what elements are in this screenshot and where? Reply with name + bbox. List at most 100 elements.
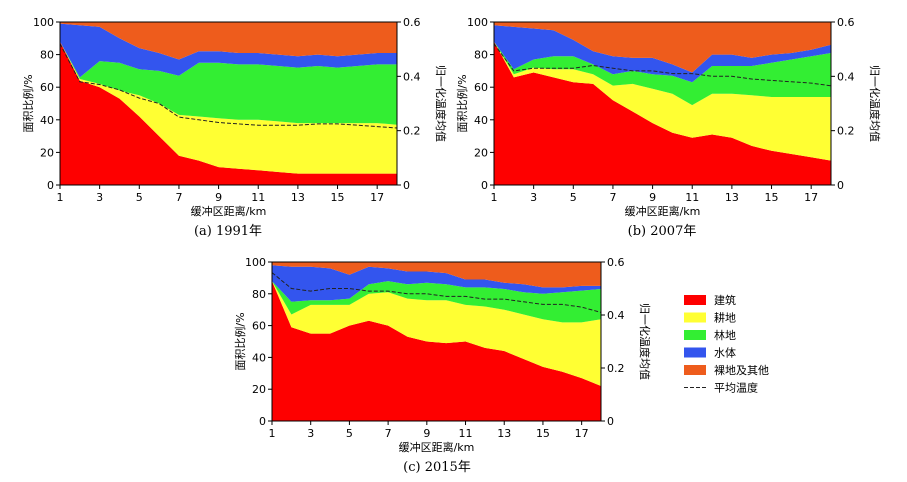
x-axis-label: 缓冲区距离/km (191, 204, 267, 218)
area-cropland (494, 41, 831, 161)
x-tick-label: 11 (685, 191, 699, 204)
stacked-areas (494, 22, 831, 185)
x-tick-label: 11 (459, 427, 473, 440)
y2-tick-label: 0.6 (403, 16, 421, 29)
x-axis-label: 缓冲区距离/km (625, 204, 701, 218)
legend-item-temperature: 平均温度 (684, 381, 758, 395)
y2-tick-label: 0.2 (403, 125, 421, 138)
temperature-line (271, 272, 602, 313)
area-cropland (60, 41, 397, 174)
x-tick-label: 9 (215, 191, 222, 204)
stacked-areas (272, 262, 601, 421)
y2-tick-label: 0.6 (607, 256, 625, 269)
area-water (60, 23, 397, 78)
y-tick-label: 60 (474, 81, 488, 94)
x-tick-label: 15 (536, 427, 550, 440)
y2-tick-label: 0.4 (837, 70, 855, 83)
y-tick-label: 100 (33, 16, 54, 29)
area-water (272, 265, 601, 302)
y-tick-label: 0 (47, 179, 54, 192)
x-tick-label: 17 (370, 191, 384, 204)
y2-axis-label: 归一化温度均值 (434, 65, 448, 142)
y2-tick-label: 0 (403, 179, 410, 192)
y-tick-label: 40 (252, 351, 266, 364)
y-axis-right: 0 0.2 0.4 0.6 (397, 16, 421, 192)
x-tick-label: 1 (57, 191, 64, 204)
panel-caption: (a) 1991年 (194, 224, 262, 239)
x-tick-label: 9 (649, 191, 656, 204)
legend-label: 裸地及其他 (714, 363, 769, 377)
panel-c-2015: 1 3 5 7 9 11 13 15 1702040608010000.20.40.6缓冲区距离… (233, 256, 652, 475)
legend-label: 林地 (714, 328, 736, 342)
x-tick-label: 17 (575, 427, 589, 440)
x-tick-label: 5 (570, 191, 577, 204)
y-axis-left: 0 20 40 60 80 100 (467, 16, 494, 192)
area-building (494, 41, 831, 185)
y-tick-label: 80 (474, 49, 488, 62)
y-axis-left: 0 20 40 60 80 100 (245, 256, 272, 428)
y-tick-label: 100 (467, 16, 488, 29)
x-tick-label: 17 (804, 191, 818, 204)
legend-swatch-forest (684, 330, 706, 340)
legend-item-bare-other: 裸地及其他 (684, 363, 769, 377)
plot-frame (59, 21, 398, 186)
area-building (60, 41, 397, 185)
y-tick-label: 0 (481, 179, 488, 192)
legend-label: 水体 (714, 346, 736, 360)
y-axis-right: 0 0.2 0.4 0.6 (831, 16, 855, 192)
y-tick-label: 20 (252, 383, 266, 396)
x-tick-label: 13 (497, 427, 511, 440)
y-tick-label: 40 (474, 114, 488, 127)
y-tick-label: 60 (252, 320, 266, 333)
y-axis-left: 0 20 40 60 80 100 (33, 16, 60, 192)
x-tick-label: 11 (251, 191, 265, 204)
panel-caption: (b) 2007年 (628, 224, 697, 239)
panel-a-1991: 1 3 5 7 9 11 13 15 1702040608010000.20.40.6缓冲区距离… (21, 16, 448, 239)
y-tick-label: 20 (40, 146, 54, 159)
area-bare-other (60, 22, 397, 60)
area-forest (494, 41, 831, 106)
legend-item-building: 建筑 (684, 293, 736, 307)
x-tick-label: 13 (291, 191, 305, 204)
legend-item-forest: 林地 (684, 328, 736, 342)
y2-tick-label: 0.4 (403, 70, 421, 83)
legend-item-cropland: 耕地 (684, 311, 736, 325)
y2-tick-label: 0.2 (607, 362, 625, 375)
temperature-line (59, 43, 398, 129)
plot-frame (271, 261, 602, 422)
y2-axis-label: 归一化温度均值 (638, 303, 652, 380)
x-tick-label: 7 (609, 191, 616, 204)
panel-b-2007: 1 3 5 7 9 11 13 15 1702040608010000.20.40.6缓冲区距离… (455, 16, 882, 239)
y-tick-label: 100 (245, 256, 266, 269)
area-building (272, 281, 601, 421)
x-tick-label: 3 (530, 191, 537, 204)
y-tick-label: 20 (474, 146, 488, 159)
y-tick-label: 0 (259, 415, 266, 428)
plot-frame (493, 21, 832, 186)
y2-tick-label: 0 (607, 415, 614, 428)
x-tick-label: 7 (385, 427, 392, 440)
area-forest (60, 41, 397, 125)
panel-caption: (c) 2015年 (403, 460, 471, 475)
x-tick-label: 5 (346, 427, 353, 440)
x-axis: 1 3 5 7 9 11 13 15 17 (269, 421, 589, 440)
legend-item-water: 水体 (684, 346, 736, 360)
x-tick-label: 3 (307, 427, 314, 440)
legend-swatch-cropland (684, 312, 706, 323)
x-tick-label: 1 (269, 427, 276, 440)
y2-axis-label: 归一化温度均值 (868, 65, 882, 142)
x-axis: 1 3 5 7 9 11 13 15 17 (491, 185, 818, 204)
x-tick-label: 15 (331, 191, 345, 204)
y-tick-label: 80 (40, 49, 54, 62)
x-axis: 1 3 5 7 9 11 13 15 17 (57, 185, 384, 204)
area-bare-other (494, 22, 831, 73)
y-axis-label: 面积比例/% (455, 74, 469, 132)
y-axis-label: 面积比例/% (21, 74, 35, 132)
area-water (494, 25, 831, 83)
legend-swatch-water (684, 347, 706, 358)
y-tick-label: 60 (40, 81, 54, 94)
y2-tick-label: 0.2 (837, 125, 855, 138)
x-tick-label: 3 (96, 191, 103, 204)
